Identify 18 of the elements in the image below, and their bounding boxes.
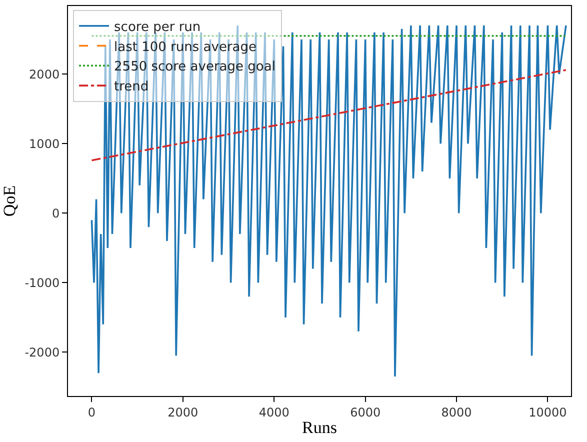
x-tick-label: 6000 [350,405,381,420]
y-tick-label: -2000 [24,345,60,360]
legend-label: 2550 score average goal [114,60,276,75]
y-tick-label: -1000 [24,276,60,290]
legend-label: last 100 runs average [114,40,257,55]
x-tick-label: 4000 [258,405,290,420]
x-tick-label: 0 [88,405,96,420]
legend-label: score per run [114,20,201,35]
legend-label: trend [114,80,149,95]
x-tick-label: 8000 [441,405,472,420]
x-tick-label: 10000 [528,405,567,420]
x-tick-label: 2000 [168,405,198,420]
y-tick-label: 2000 [29,67,60,82]
y-tick-label: 1000 [29,136,60,151]
y-tick-label: 0 [52,206,60,220]
line-series [90,24,567,378]
y-axis-title: QoE [0,185,19,217]
x-axis-title: Runs [302,418,337,437]
